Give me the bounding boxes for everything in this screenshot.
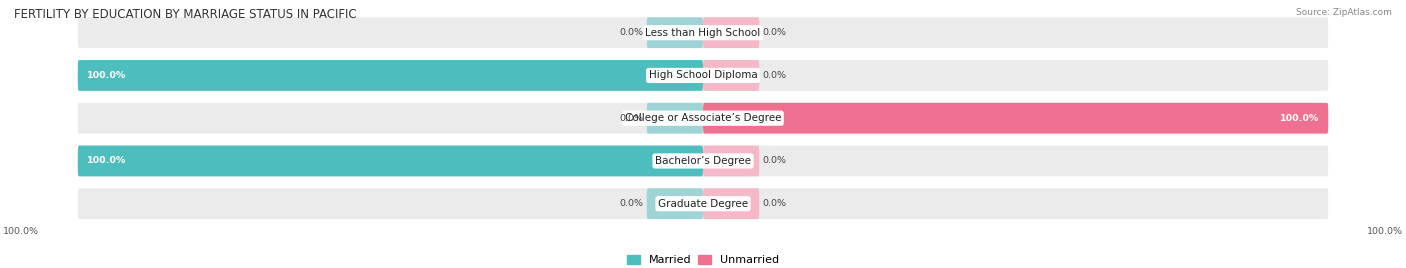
- FancyBboxPatch shape: [77, 17, 1329, 48]
- FancyBboxPatch shape: [77, 60, 703, 91]
- Text: 100.0%: 100.0%: [1367, 227, 1403, 236]
- Text: College or Associate’s Degree: College or Associate’s Degree: [624, 113, 782, 123]
- FancyBboxPatch shape: [647, 17, 703, 48]
- Text: 100.0%: 100.0%: [3, 227, 39, 236]
- Text: 100.0%: 100.0%: [1279, 114, 1319, 123]
- FancyBboxPatch shape: [77, 103, 1329, 133]
- Legend: Married, Unmarried: Married, Unmarried: [623, 250, 783, 268]
- FancyBboxPatch shape: [703, 103, 1329, 133]
- FancyBboxPatch shape: [703, 146, 759, 176]
- FancyBboxPatch shape: [647, 188, 703, 219]
- Text: 0.0%: 0.0%: [620, 114, 644, 123]
- FancyBboxPatch shape: [647, 103, 703, 133]
- Text: 100.0%: 100.0%: [87, 71, 127, 80]
- Text: 0.0%: 0.0%: [620, 28, 644, 37]
- Text: Bachelor’s Degree: Bachelor’s Degree: [655, 156, 751, 166]
- Text: 0.0%: 0.0%: [620, 199, 644, 208]
- Text: Less than High School: Less than High School: [645, 28, 761, 38]
- Text: High School Diploma: High School Diploma: [648, 70, 758, 80]
- Text: 0.0%: 0.0%: [762, 199, 786, 208]
- FancyBboxPatch shape: [77, 188, 1329, 219]
- FancyBboxPatch shape: [77, 146, 1329, 176]
- FancyBboxPatch shape: [77, 60, 1329, 91]
- Text: Source: ZipAtlas.com: Source: ZipAtlas.com: [1296, 8, 1392, 17]
- Text: 100.0%: 100.0%: [87, 157, 127, 165]
- Text: Graduate Degree: Graduate Degree: [658, 199, 748, 209]
- FancyBboxPatch shape: [703, 17, 759, 48]
- FancyBboxPatch shape: [77, 146, 703, 176]
- FancyBboxPatch shape: [703, 188, 759, 219]
- Text: 0.0%: 0.0%: [762, 71, 786, 80]
- FancyBboxPatch shape: [703, 60, 759, 91]
- Text: FERTILITY BY EDUCATION BY MARRIAGE STATUS IN PACIFIC: FERTILITY BY EDUCATION BY MARRIAGE STATU…: [14, 8, 357, 21]
- Text: 0.0%: 0.0%: [762, 28, 786, 37]
- Text: 0.0%: 0.0%: [762, 157, 786, 165]
